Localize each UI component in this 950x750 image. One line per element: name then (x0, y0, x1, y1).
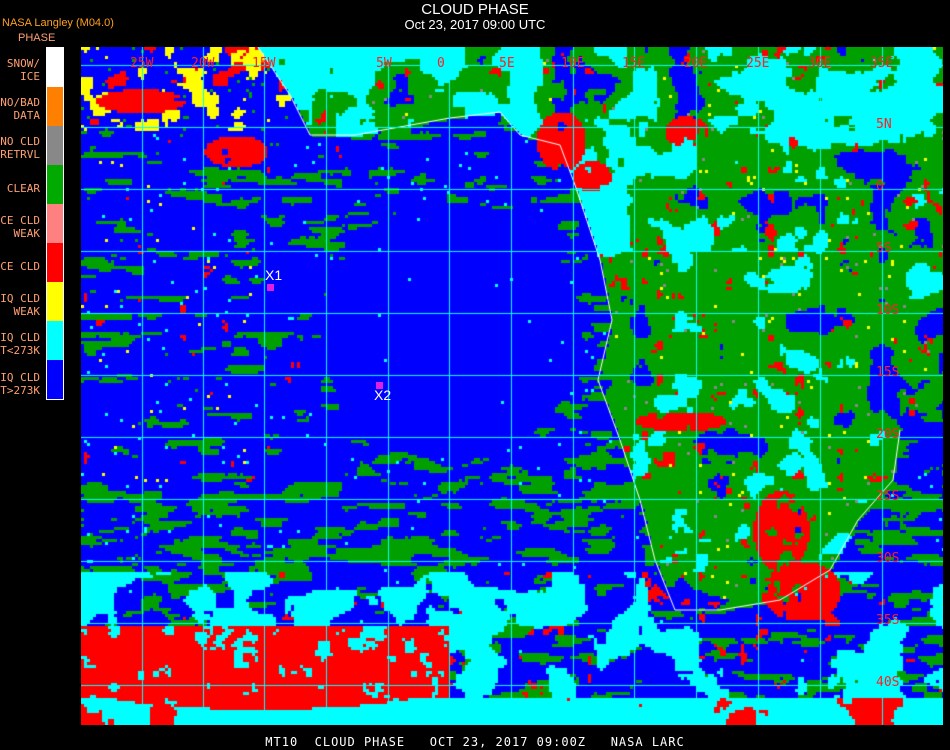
latitude-label: 5S (876, 241, 892, 256)
latitude-label: 40S (876, 675, 900, 690)
legend-label: LIQ CLD (0, 292, 40, 306)
latitude-label: 25S (876, 489, 900, 504)
legend-swatch (47, 282, 63, 321)
longitude-label: 20E (684, 56, 708, 71)
legend-swatch (47, 165, 63, 204)
legend-swatch (47, 126, 63, 165)
longitude-label: 15W (252, 56, 276, 71)
legend-swatch (47, 243, 63, 282)
latitude-label: 30S (876, 551, 900, 566)
legend-title: PHASE (18, 32, 56, 44)
legend-label: ICE (20, 70, 40, 83)
legend-swatch (47, 321, 63, 360)
legend-label: WEAK (13, 305, 41, 319)
latitude-label: 5N (876, 117, 892, 132)
legend-label: RETRVL (0, 148, 40, 162)
map-title: CLOUD PHASE (421, 1, 529, 18)
footer-caption: MT10 CLOUD PHASE OCT 23, 2017 09:00Z NAS… (265, 735, 685, 749)
legend-label: ICE CLD (0, 213, 40, 227)
legend-swatch (47, 204, 63, 243)
cloud-phase-map[interactable] (81, 47, 943, 725)
legend-label: SNOW/ (6, 57, 40, 70)
longitude-label: 5E (499, 56, 515, 71)
legend-label: NO/BAD (0, 96, 40, 110)
longitude-label: 10E (561, 56, 585, 71)
legend-label: NO CLD (0, 135, 40, 149)
latitude-label: 15S (876, 365, 900, 380)
marker-x2-label: X2 (374, 387, 392, 403)
legend-label: ICE CLD (0, 260, 40, 273)
latitude-label: 0 (876, 179, 884, 194)
legend-swatch (47, 48, 63, 87)
legend-label: LIQ CLD (0, 370, 40, 384)
legend-label: LIQ CLD (0, 331, 40, 345)
longitude-label: 0 (437, 56, 445, 71)
map-timestamp: Oct 23, 2017 09:00 UTC (404, 17, 546, 32)
marker-x2-point (376, 382, 383, 389)
marker-x1-label: X1 (265, 267, 283, 283)
latitude-label: 35S (876, 613, 900, 628)
legend-label: DATA (13, 109, 41, 123)
longitude-label: 30E (808, 56, 832, 71)
legend-swatch (47, 87, 63, 126)
marker-x1-point (267, 284, 274, 291)
legend-label: CLEAR (6, 181, 40, 195)
longitude-label: 25W (130, 56, 154, 71)
latitude-label: 20S (876, 427, 900, 442)
longitude-label: 35E (870, 56, 894, 71)
longitude-label: 20W (191, 56, 215, 71)
legend-swatch (47, 360, 63, 399)
longitude-label: 25E (746, 56, 770, 71)
legend-color-bar (46, 47, 64, 400)
legend-label: WEAK (13, 226, 41, 240)
legend-label: T>273K (0, 383, 40, 397)
latitude-label: 10S (876, 303, 900, 318)
longitude-label: 5W (376, 56, 392, 71)
legend-label: T<273K (0, 344, 40, 358)
producer-label: NASA Langley (M04.0) (2, 17, 114, 29)
longitude-label: 15E (622, 56, 646, 71)
